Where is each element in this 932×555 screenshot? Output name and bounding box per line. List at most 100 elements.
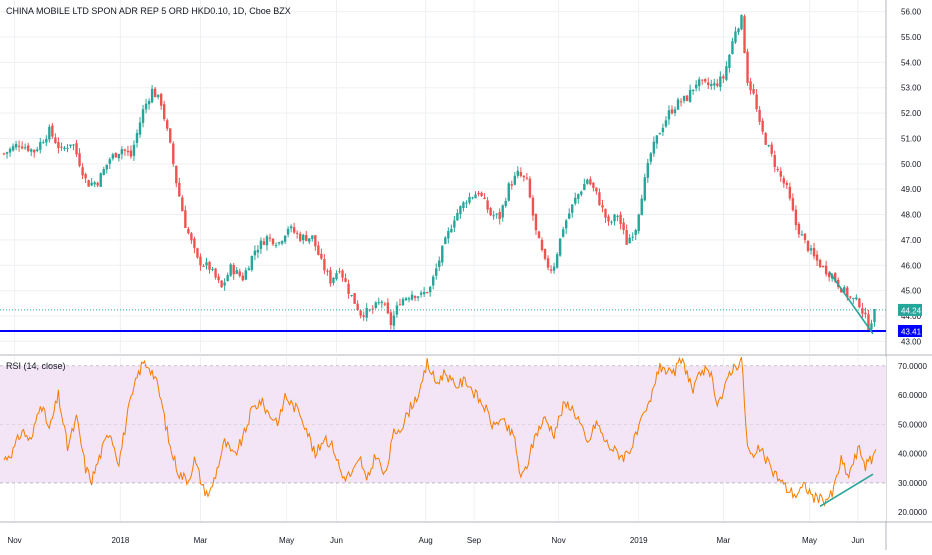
candle-body bbox=[132, 144, 136, 156]
candle-body bbox=[5, 152, 9, 154]
candle-body bbox=[250, 255, 254, 270]
candle-body bbox=[640, 198, 643, 216]
candle-body bbox=[350, 294, 353, 296]
candle-body bbox=[326, 270, 329, 272]
candle-body bbox=[401, 299, 405, 306]
candle-body bbox=[643, 177, 646, 201]
price-y-tick-label: 43.00 bbox=[901, 337, 922, 346]
candle-body bbox=[428, 286, 432, 293]
candle-body bbox=[564, 220, 568, 229]
candle-body bbox=[23, 147, 27, 149]
candle-body bbox=[749, 81, 752, 91]
candle-body bbox=[320, 253, 323, 259]
candle-body bbox=[719, 76, 722, 88]
candle-body bbox=[773, 155, 776, 168]
candle-body bbox=[265, 236, 269, 246]
candle-body bbox=[580, 191, 583, 195]
candle-body bbox=[413, 295, 417, 298]
candle-body bbox=[244, 270, 248, 280]
candle-body bbox=[447, 231, 450, 239]
candle-body bbox=[855, 297, 858, 300]
candle-body bbox=[746, 51, 749, 83]
candle-body bbox=[574, 197, 577, 204]
candle-body bbox=[586, 179, 589, 184]
candle-body bbox=[498, 211, 501, 220]
candle-body bbox=[552, 266, 556, 271]
candle-body bbox=[392, 315, 396, 326]
candle-body bbox=[398, 304, 402, 306]
price-y-tick-label: 50.00 bbox=[901, 160, 922, 169]
x-tick-label: May bbox=[802, 536, 817, 545]
candle-body bbox=[601, 205, 604, 208]
candle-body bbox=[81, 167, 84, 176]
rsi-band bbox=[0, 365, 886, 483]
candle-body bbox=[17, 145, 21, 147]
candle-body bbox=[150, 88, 154, 103]
candle-body bbox=[78, 153, 81, 166]
candle-body bbox=[728, 54, 731, 69]
candle-body bbox=[679, 101, 683, 103]
price-y-tick-label: 46.00 bbox=[901, 261, 922, 270]
candle-body bbox=[271, 238, 275, 245]
candle-body bbox=[852, 298, 855, 300]
candle-body bbox=[540, 240, 544, 251]
rsi-y-tick-label: 60.0000 bbox=[898, 391, 927, 400]
candle-body bbox=[99, 173, 102, 187]
candle-body bbox=[199, 256, 202, 266]
candle-body bbox=[673, 109, 677, 114]
candle-body bbox=[537, 231, 541, 239]
candle-body bbox=[658, 133, 662, 135]
candle-body bbox=[126, 150, 130, 153]
candle-body bbox=[661, 127, 665, 133]
candle-body bbox=[111, 154, 115, 159]
candle-body bbox=[129, 150, 133, 157]
candle-body bbox=[338, 271, 341, 273]
candle-body bbox=[670, 109, 674, 114]
candle-body bbox=[380, 301, 384, 304]
candle-body bbox=[39, 142, 42, 150]
candle-body bbox=[193, 238, 196, 248]
candle-body bbox=[314, 235, 317, 247]
price-y-tick-label: 51.00 bbox=[901, 134, 922, 143]
x-tick-label: 2018 bbox=[111, 536, 129, 545]
candle-body bbox=[761, 120, 764, 132]
candle-body bbox=[631, 236, 634, 238]
candle-body bbox=[519, 172, 523, 176]
candle-body bbox=[704, 79, 707, 82]
candle-body bbox=[48, 126, 51, 140]
candle-body bbox=[33, 149, 36, 153]
candle-body bbox=[655, 135, 659, 144]
price-y-tick-label: 52.00 bbox=[901, 109, 922, 118]
candle-body bbox=[235, 270, 238, 274]
candle-body bbox=[821, 265, 825, 267]
candle-body bbox=[256, 249, 260, 253]
candle-body bbox=[57, 142, 60, 149]
candle-body bbox=[268, 237, 272, 239]
candle-body bbox=[534, 213, 538, 231]
price-y-tick-label: 53.00 bbox=[901, 84, 922, 93]
candle-body bbox=[495, 213, 498, 215]
rsi-pane: 70.0000 60.0000 50.0000 40.0000 30.0000 20.00… bbox=[0, 356, 932, 523]
price-y-tick-label: 49.00 bbox=[901, 185, 922, 194]
candle-body bbox=[274, 245, 278, 247]
candle-body bbox=[522, 175, 526, 178]
candle-body bbox=[531, 197, 535, 216]
candle-body bbox=[292, 227, 296, 233]
candle-body bbox=[873, 309, 876, 323]
candle-body bbox=[305, 235, 308, 241]
candle-body bbox=[725, 66, 728, 80]
candle-body bbox=[217, 276, 220, 281]
candle-body bbox=[54, 137, 57, 144]
candle-body bbox=[283, 235, 287, 242]
x-tick-label: Jun bbox=[851, 536, 864, 545]
candle-body bbox=[407, 298, 411, 300]
x-tick-label: Mar bbox=[194, 536, 208, 545]
candle-body bbox=[867, 314, 870, 331]
candle-body bbox=[308, 238, 311, 242]
candle-body bbox=[779, 171, 782, 177]
candle-body bbox=[66, 147, 69, 149]
candle-body bbox=[232, 264, 235, 275]
candle-body bbox=[295, 232, 299, 234]
